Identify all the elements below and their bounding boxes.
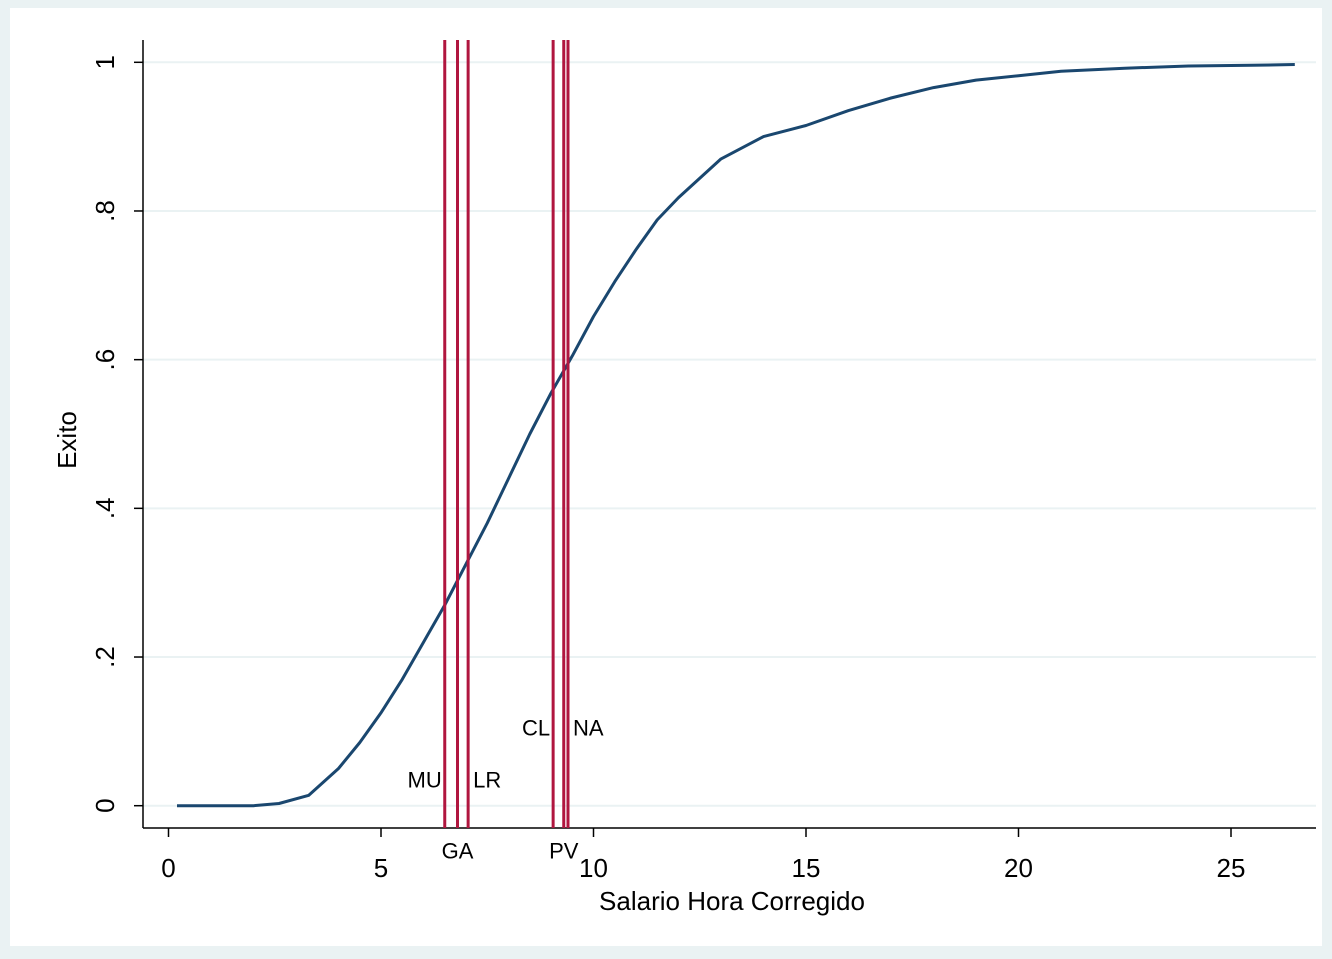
y-axis-title: Exito [52,411,82,469]
y-tick-label: .2 [90,646,120,668]
y-tick-label: .6 [90,349,120,371]
reference-line-label: LR [473,768,501,793]
x-tick-label: 25 [1217,853,1246,883]
x-tick-label: 15 [792,853,821,883]
axis-titles: Salario Hora Corregido Exito [52,411,865,916]
x-axis-title: Salario Hora Corregido [599,886,865,916]
grid-lines [143,61,1316,807]
x-tick-label: 10 [579,853,608,883]
reference-line-label: MU [408,768,442,793]
reference-line-label: GA [442,838,474,863]
axes: 0.2.4.6.810 5 10 15 20 25 [90,40,1316,883]
reference-line-label: NA [573,716,604,741]
x-tick-label: 0 [161,853,175,883]
y-tick-label: 1 [90,55,120,69]
y-tick-label: .8 [90,200,120,222]
y-tick-label: .4 [90,497,120,519]
reference-lines: MU GA LR CL PV NA [408,40,604,863]
plot-panel [10,8,1322,946]
series-layer [177,63,1295,808]
reference-line-label: CL [522,716,550,741]
series-line [177,63,1295,808]
reference-line-label: PV [549,838,579,863]
x-tick-label: 5 [374,853,388,883]
y-tick-label: 0 [90,798,120,812]
x-tick-label: 20 [1004,853,1033,883]
